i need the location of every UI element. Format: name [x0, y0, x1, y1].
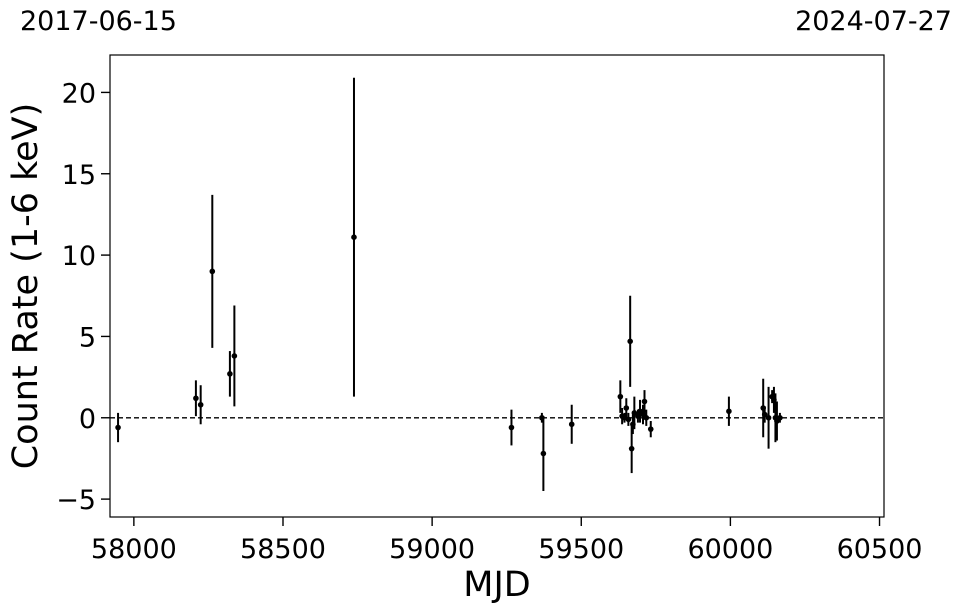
data-point — [540, 450, 547, 457]
y-tick-label: −5 — [56, 485, 96, 516]
data-point — [617, 393, 624, 400]
data-point — [647, 426, 654, 432]
end-date-label: 2024-07-27 — [795, 6, 952, 37]
data-point — [726, 408, 732, 415]
x-tick-label: 60000 — [687, 534, 773, 565]
data-point — [508, 424, 515, 431]
data-point — [641, 398, 648, 405]
y-axis-label: Count Rate (1-6 keV) — [6, 103, 46, 470]
x-tick-label: 59000 — [389, 534, 475, 565]
data-point — [209, 268, 216, 275]
x-tick-label: 60500 — [837, 534, 923, 565]
plot-layer — [110, 77, 884, 491]
axis-layer: 58000 58500 59000 59500 60000 60500 −5 0 5 10 15 20 — [56, 78, 922, 565]
x-tick-label: 58000 — [91, 534, 177, 565]
data-point — [568, 421, 575, 428]
data-point — [623, 405, 630, 411]
data-point — [643, 414, 650, 421]
data-point — [115, 424, 121, 431]
data-point — [227, 371, 233, 377]
y-tick-label: 10 — [62, 241, 96, 272]
y-tick-label: 0 — [79, 404, 96, 435]
y-tick-label: 15 — [62, 160, 96, 191]
data-point — [231, 353, 238, 359]
data-point — [765, 414, 772, 421]
x-axis-label: MJD — [463, 565, 530, 605]
x-tick-label: 59500 — [538, 534, 624, 565]
data-point — [761, 411, 768, 418]
data-point — [351, 234, 357, 240]
data-point — [631, 410, 638, 416]
x-tick-label: 58500 — [240, 534, 326, 565]
data-point — [625, 416, 632, 423]
data-point — [777, 414, 783, 421]
data-point — [197, 401, 204, 408]
plot-area-frame — [109, 54, 885, 518]
data-point — [628, 445, 635, 452]
data-point — [627, 338, 633, 345]
start-date-label: 2017-06-15 — [20, 6, 177, 37]
data-point — [193, 395, 199, 402]
y-tick-label: 5 — [79, 322, 96, 353]
y-tick-label: 20 — [62, 78, 96, 109]
